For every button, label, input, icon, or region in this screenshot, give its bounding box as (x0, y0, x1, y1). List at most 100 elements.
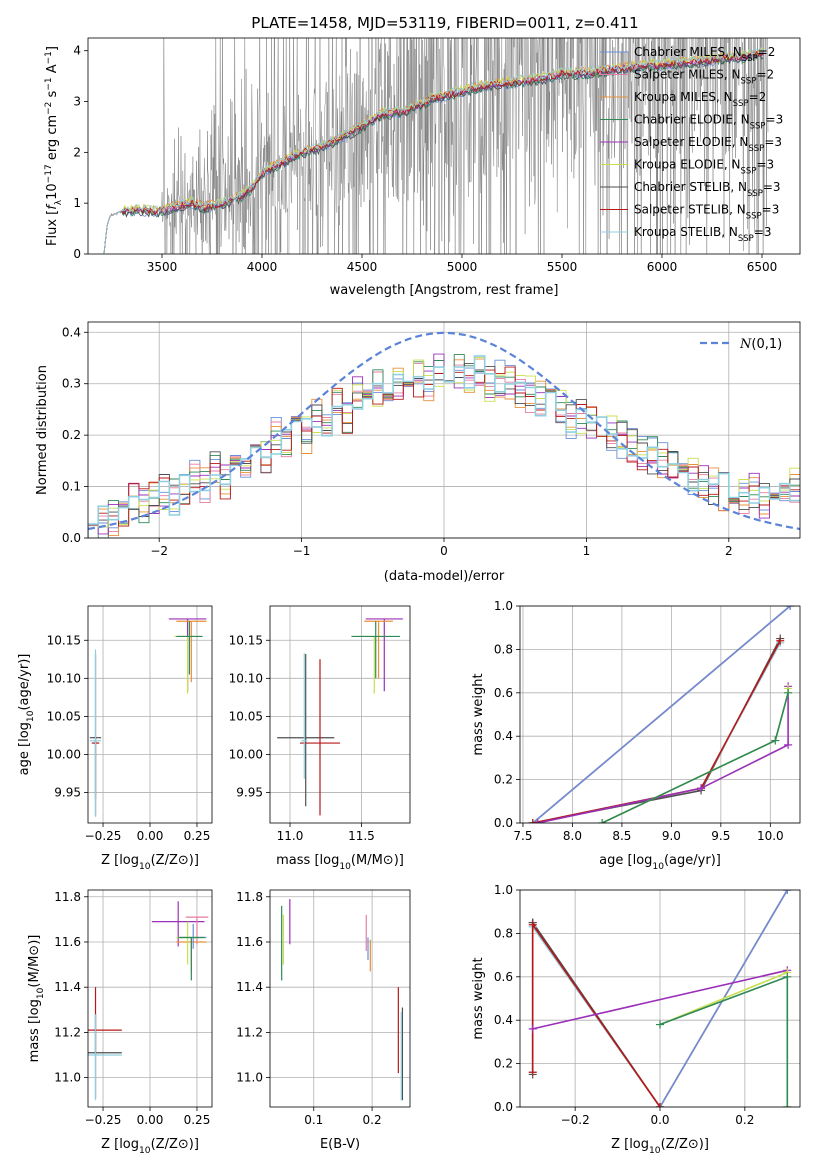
legend-label-part: =3 (763, 180, 781, 194)
x-tick-label: −0.2 (561, 1113, 590, 1127)
legend-label-part: N (739, 337, 752, 352)
weight-marker-chabrier_miles (786, 606, 795, 610)
legend-label: Kroupa ELODIE, NSSP=3 (634, 158, 774, 177)
x-axis-label: E(B-V) (320, 1137, 360, 1152)
x-tick-label: 0.25 (184, 1113, 211, 1127)
y-tick-label: 0.0 (494, 1100, 513, 1114)
y-tick-label: 0.3 (62, 377, 81, 391)
x-tick-label: 8.0 (563, 829, 582, 843)
plot-area (277, 618, 403, 816)
weight-marker-chabrier_elodie (783, 1103, 792, 1107)
legend-label: Kroupa MILES, NSSP=2 (634, 90, 766, 109)
y-tick-label: 11.6 (54, 935, 81, 949)
model-line-kroupa_elodie (103, 46, 764, 254)
plot-area (528, 606, 795, 823)
legend-label-part: Salpeter STELIB, N (634, 203, 746, 217)
legend-label-subscript: SSP (733, 99, 749, 109)
legend-label-part: =3 (766, 113, 784, 127)
legend-label: Salpeter STELIB, NSSP=3 (634, 203, 779, 222)
y-tick-label: 11.6 (236, 935, 263, 949)
y-axis-label-part: erg cm (45, 115, 60, 164)
y-tick-label: 0.4 (494, 729, 513, 743)
x-tick-label: 6500 (747, 260, 778, 274)
label-part: Z [log (101, 853, 139, 868)
plot-area (88, 901, 209, 1101)
spectrum-panel: 3500 4000 4500 5000 5500 6000 6500 0 1 2 3 4 Chabrie… (44, 37, 801, 298)
legend-label-part: (0,1) (751, 337, 782, 352)
weight-marker-chabrier_elodie (784, 688, 793, 697)
legend-label: Salpeter MILES, NSSP=2 (634, 68, 774, 87)
y-axis-label-part: A (45, 64, 60, 77)
legend-label: Kroupa STELIB, NSSP=3 (634, 225, 772, 244)
x-tick-label: 7.5 (513, 829, 532, 843)
residuals-panel: −2 −1 0 1 2 0.0 0.1 0.2 0.3 0.4 N(0,1) (data-model)… (35, 321, 801, 584)
label-part: mass [log (276, 853, 339, 868)
y-tick-label: 11.0 (54, 1071, 81, 1085)
x-tick-label: 3500 (147, 260, 178, 274)
age-vs-mass-panel: 11.0 11.5 9.95 10.00 10.05 10.10 10.15 mass [lo… (229, 605, 411, 872)
y-tick-label: 0 (73, 247, 81, 261)
model-line-kroupa_stelib (103, 47, 764, 254)
y-tick-label: 0.6 (494, 686, 513, 700)
label-part: Z [log (611, 1137, 649, 1152)
legend-label: Chabrier MILES, NSSP=2 (634, 45, 775, 64)
y-axis-label: mass weight (471, 673, 486, 755)
x-tick-label: 4000 (247, 260, 278, 274)
y-tick-label: 10.00 (47, 747, 81, 761)
legend-label-part: Chabrier ELODIE, N (634, 113, 750, 127)
y-tick-label: 0.2 (62, 428, 81, 442)
observed-spectrum-line (103, 38, 769, 254)
weight-marker-chabrier_miles (783, 890, 792, 894)
axes-frame (269, 889, 411, 1108)
axes-frame (519, 889, 801, 1108)
label-subscript: 10 (339, 862, 351, 872)
x-tick-label: 0.2 (735, 1113, 754, 1127)
legend-label-subscript: SSP (746, 212, 762, 222)
weight-vs-age-panel: 7.5 8.0 8.5 9.0 9.5 10.0 0.0 0.2 0.4 0.6 0.8 1.0 age… (471, 599, 801, 872)
x-tick-label: 10.0 (757, 829, 784, 843)
label-part: (age/yr)] (17, 654, 32, 711)
y-tick-label: 11.8 (236, 890, 263, 904)
legend-label-subscript: SSP (741, 77, 757, 87)
legend-label-part: =2 (756, 68, 774, 82)
mass-vs-ebv-panel: 0.1 0.2 11.0 11.2 11.4 11.6 11.8 E(B-V) (236, 889, 411, 1152)
x-tick-label: 9.0 (662, 829, 681, 843)
weight-line-salpeter_elodie (532, 969, 788, 1030)
label-part: (Z/Z⊙)] (661, 1137, 709, 1152)
legend-label-part: =2 (758, 45, 776, 59)
y-tick-label: 10.10 (47, 671, 81, 685)
legend-label-part: Salpeter MILES, N (634, 68, 741, 82)
x-tick-label: 1 (583, 544, 591, 558)
weight-marker-salpeter_elodie (784, 740, 793, 749)
y-axis-label-part: −2 (44, 102, 54, 115)
x-tick-label: 5000 (447, 260, 478, 274)
legend-label-part: =2 (749, 90, 767, 104)
residuals-plot-area (88, 331, 800, 538)
axes-frame (269, 605, 411, 824)
x-tick-label: 0.1 (304, 1113, 323, 1127)
legend-label-part: Kroupa MILES, N (634, 90, 733, 104)
x-tick-label: 6000 (647, 260, 678, 274)
y-tick-label: 4 (73, 44, 81, 58)
y-tick-label: 11.8 (54, 890, 81, 904)
x-tick-label: 11.5 (348, 829, 375, 843)
legend-label: N(0,1) (739, 337, 782, 352)
legend-label-part: =3 (754, 225, 772, 239)
y-axis-label-part: λ (54, 199, 64, 205)
x-axis-label: Z [log10(Z/Z⊙)] (101, 1137, 199, 1156)
y-axis-label-part: −1 (44, 77, 54, 90)
weight-marker-salpeter_stelib (528, 920, 537, 929)
label-part: age [log (17, 722, 32, 775)
x-tick-label: 5500 (547, 260, 578, 274)
x-axis-label: (data-model)/error (384, 569, 505, 584)
normal-distribution-curve (88, 331, 800, 531)
legend-label-part: Chabrier STELIB, N (634, 180, 747, 194)
weight-line-kroupa_stelib (532, 642, 781, 823)
weight-line-chabrier_stelib (532, 638, 781, 823)
x-axis-label: wavelength [Angstrom, rest frame] (330, 283, 559, 298)
histogram-kroupa_stelib (88, 355, 800, 538)
plot-area (89, 618, 207, 817)
axes-frame (87, 321, 801, 539)
y-tick-label: 11.2 (54, 1025, 81, 1039)
y-tick-label: 3 (73, 95, 81, 109)
